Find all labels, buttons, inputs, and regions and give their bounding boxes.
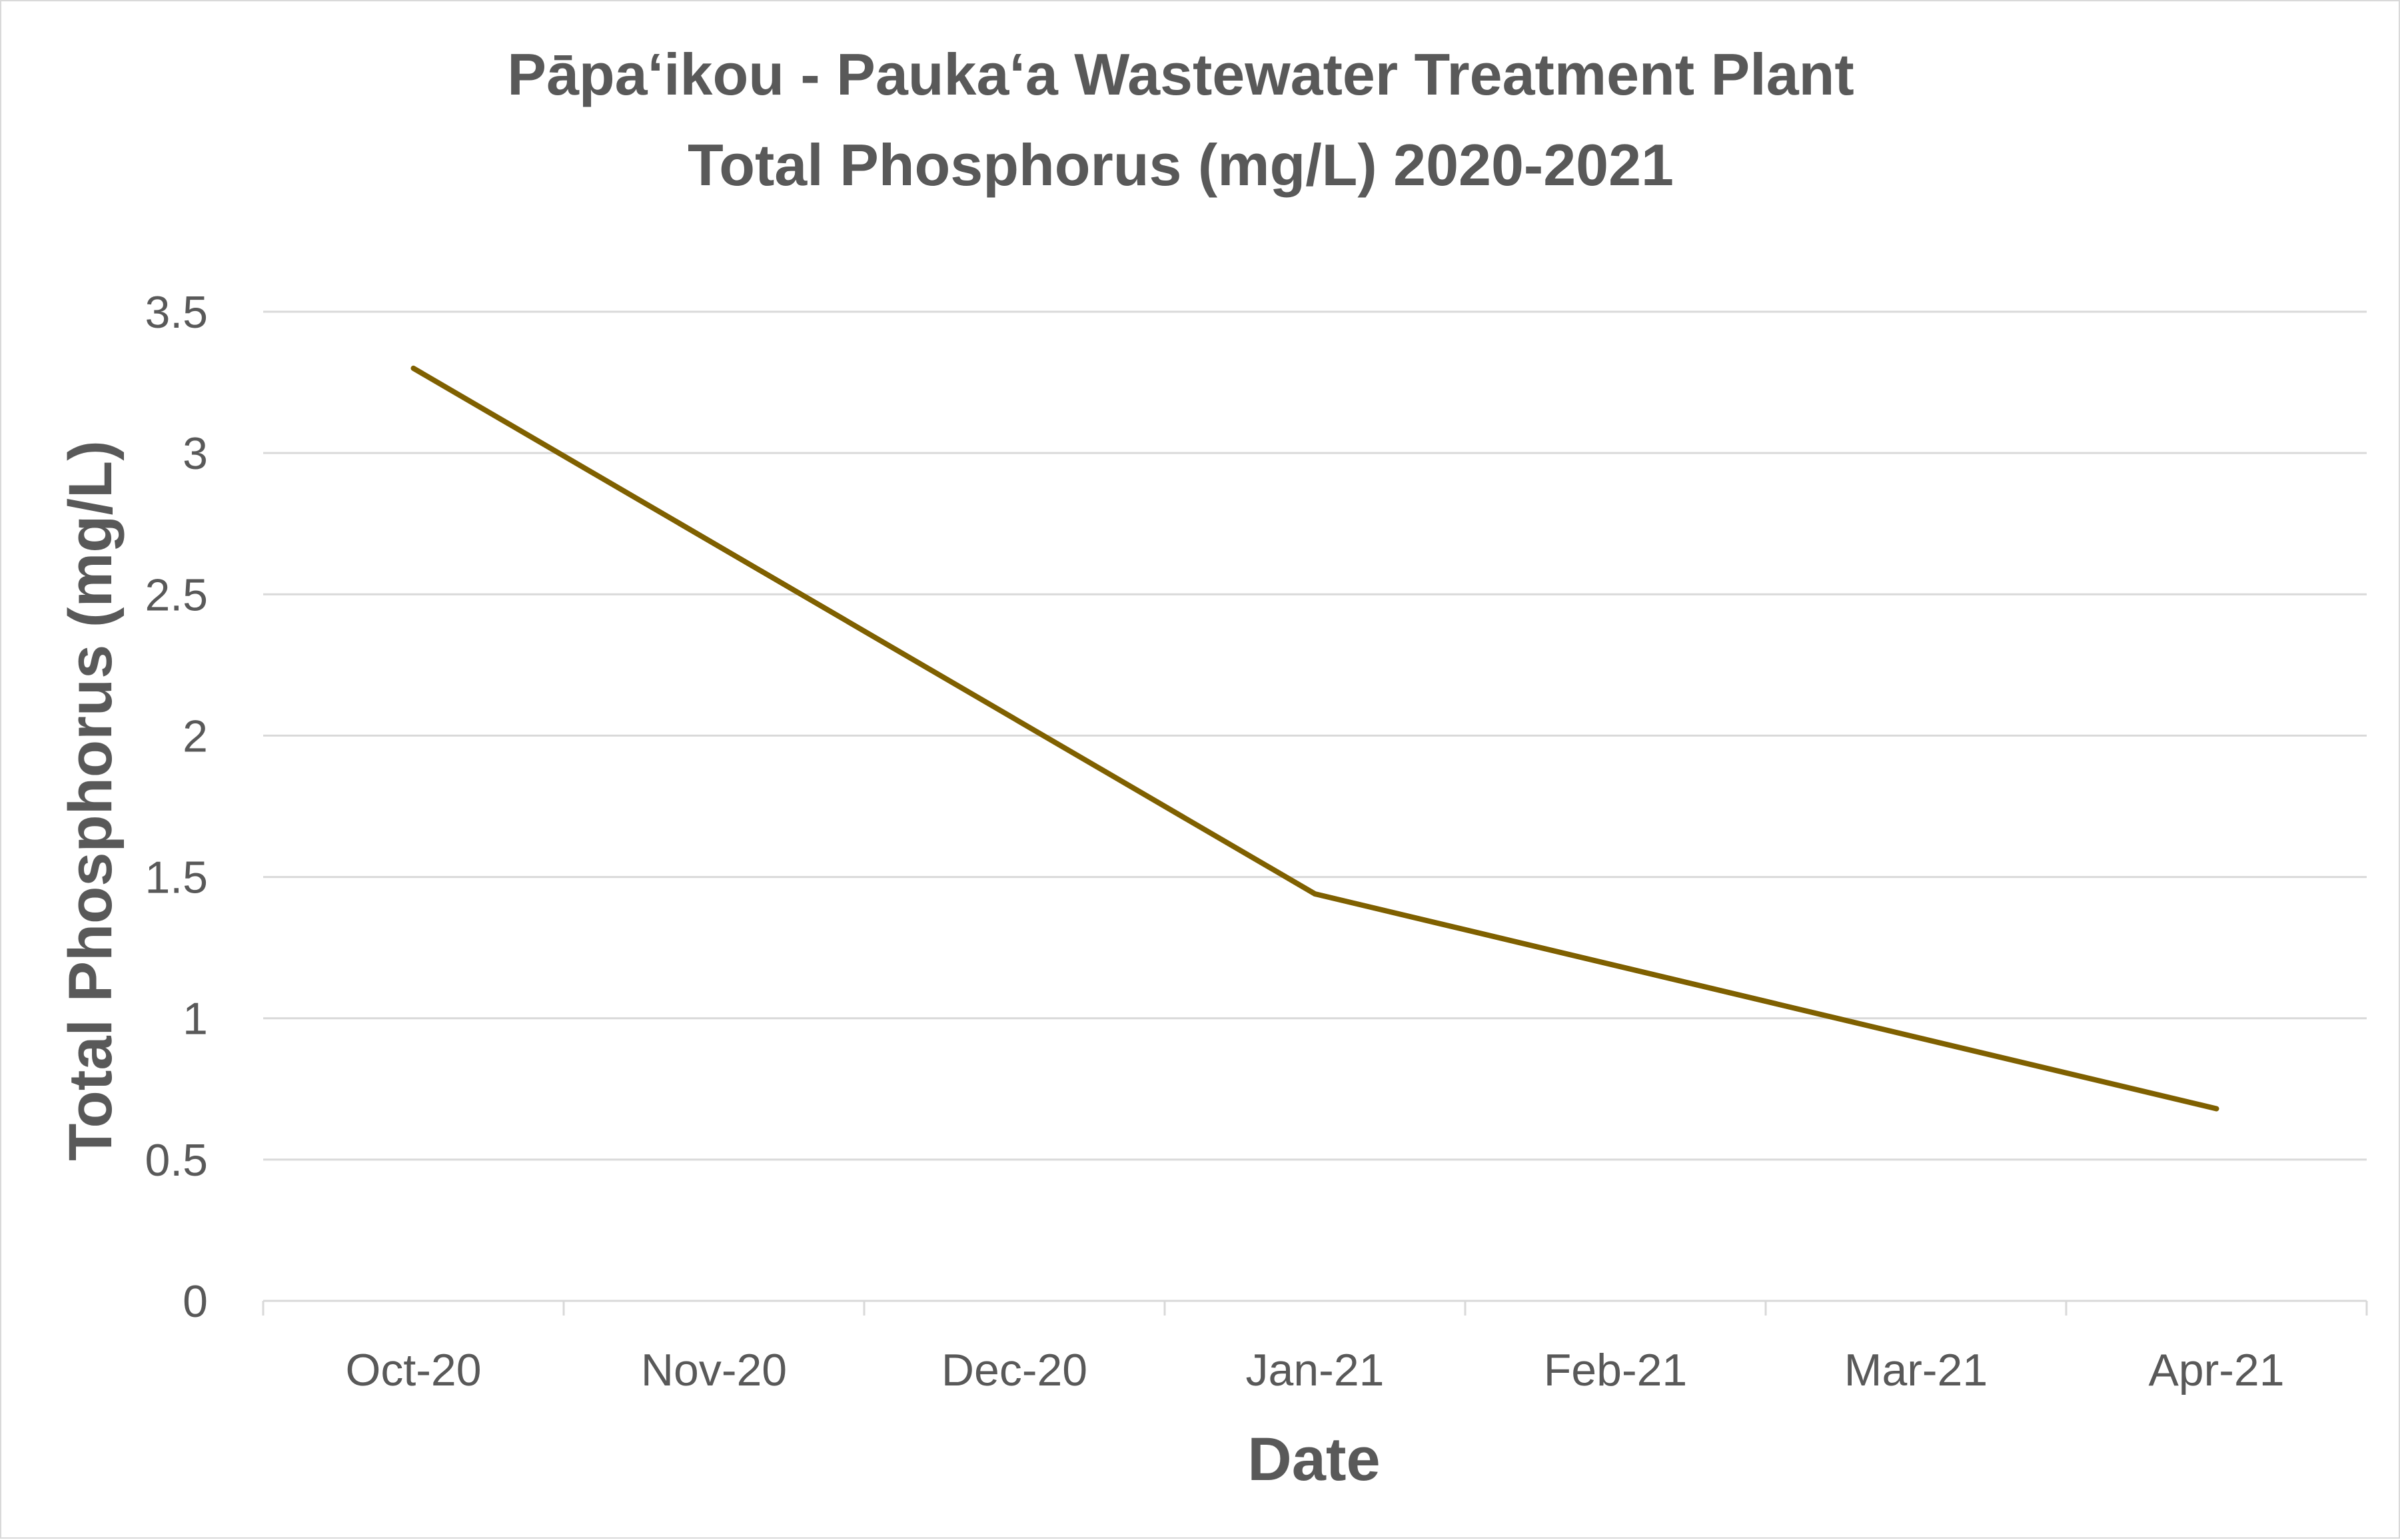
x-tick-label: Oct-20 bbox=[345, 1345, 481, 1395]
x-tick-label: Dec-20 bbox=[941, 1345, 1087, 1395]
series-line bbox=[410, 365, 2219, 1112]
x-tick-label: Apr-21 bbox=[2148, 1345, 2284, 1395]
y-tick-label: 1.5 bbox=[145, 853, 208, 903]
y-tick-label: 0 bbox=[183, 1276, 208, 1327]
x-axis bbox=[262, 1300, 2368, 1316]
y-axis-title: Total Phosphorus (mg/L) bbox=[57, 440, 125, 1161]
y-tick-label: 0.5 bbox=[145, 1135, 208, 1186]
y-tick-label: 1 bbox=[183, 994, 208, 1044]
x-axis-tick-labels: Oct-20 Nov-20 Dec-20 Jan-21 Feb-21 Mar-21 Apr-… bbox=[345, 1345, 2284, 1395]
y-axis-tick-labels: 0 0.5 1 1.5 2 2.5 3 3.5 bbox=[145, 287, 208, 1327]
chart-title: Pāpaʻikou - Paukaʻa Wastewater Treatment… bbox=[507, 41, 1854, 107]
y-tick-label: 2.5 bbox=[145, 570, 208, 620]
chart-subtitle: Total Phosphorus (mg/L) 2020-2021 bbox=[688, 132, 1674, 198]
gridlines bbox=[263, 310, 2367, 1161]
x-axis-title: Date bbox=[1247, 1425, 1380, 1493]
series-layer bbox=[410, 365, 2219, 1112]
x-tick-label: Mar-21 bbox=[1844, 1345, 1988, 1395]
y-tick-label: 3 bbox=[183, 428, 208, 479]
x-tick-label: Nov-20 bbox=[641, 1345, 787, 1395]
x-tick-label: Feb-21 bbox=[1544, 1345, 1687, 1395]
y-tick-label: 3.5 bbox=[145, 287, 208, 338]
x-tick-label: Jan-21 bbox=[1246, 1345, 1385, 1395]
y-tick-label: 2 bbox=[183, 711, 208, 761]
